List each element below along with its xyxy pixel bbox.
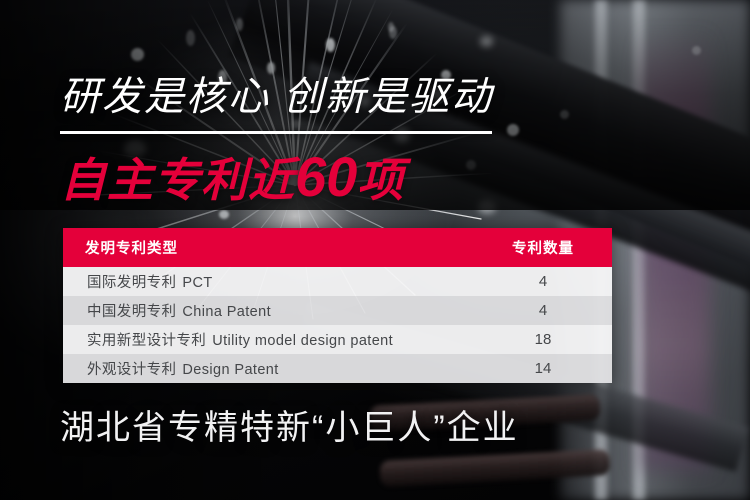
cell-patent-type: 外观设计专利 Design Patent	[63, 354, 484, 383]
page-title: 研发是核心 创新是驱动	[60, 75, 494, 119]
title-divider	[60, 131, 492, 134]
patent-type-cn: 实用新型设计专利	[87, 333, 207, 349]
table-header: 发明专利类型 专利数量	[63, 228, 612, 267]
headline-secondary-number: 60	[295, 145, 358, 208]
headline-secondary-prefix: 自主专利近	[60, 154, 295, 206]
cell-patent-count: 14	[534, 360, 552, 377]
table-body: 国际发明专利 PCT 4 中国发明专利 China Patent 4 实用新型设计专…	[63, 267, 612, 383]
column-header-type: 发明专利类型	[63, 228, 484, 267]
cell-patent-count: 18	[534, 331, 552, 348]
cell-patent-count: 4	[538, 273, 548, 290]
table-row: 实用新型设计专利 Utility model design patent 18	[63, 325, 612, 354]
patent-type-en: Design Patent	[182, 362, 279, 378]
table-row: 中国发明专利 China Patent 4	[63, 296, 612, 325]
patent-type-en: PCT	[182, 275, 213, 291]
table-row: 外观设计专利 Design Patent 14	[63, 354, 612, 383]
patent-table: 发明专利类型 专利数量 国际发明专利 PCT 4 中国发明专利 China Pate…	[63, 228, 612, 383]
patent-type-cn: 国际发明专利	[87, 275, 177, 291]
patent-type-en: China Patent	[182, 304, 272, 320]
cell-patent-type: 国际发明专利 PCT	[63, 267, 484, 296]
cell-patent-type: 中国发明专利 China Patent	[63, 296, 484, 325]
cell-patent-count: 4	[538, 302, 548, 319]
table-row: 国际发明专利 PCT 4	[63, 267, 612, 296]
background-vignette-bottom	[0, 0, 750, 210]
patent-type-en: Utility model design patent	[212, 333, 394, 349]
footer-caption: 湖北省专精特新“小巨人”企业	[60, 409, 519, 447]
headline-secondary-suffix: 项	[357, 154, 405, 206]
cell-patent-type: 实用新型设计专利 Utility model design patent	[63, 325, 484, 354]
column-header-count: 专利数量	[484, 228, 612, 267]
table-header-row: 发明专利类型 专利数量	[63, 228, 612, 267]
patent-type-cn: 中国发明专利	[87, 304, 177, 320]
headline-secondary: 自主专利近60项	[60, 146, 404, 208]
patent-type-cn: 外观设计专利	[87, 362, 177, 378]
